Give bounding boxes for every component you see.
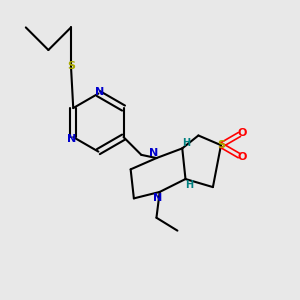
Text: O: O (237, 152, 247, 162)
Text: S: S (217, 140, 225, 150)
Text: N: N (148, 148, 158, 158)
Text: O: O (237, 128, 247, 138)
Text: H: H (182, 138, 190, 148)
Text: S: S (67, 61, 75, 71)
Text: N: N (67, 134, 76, 144)
Text: N: N (95, 87, 105, 97)
Text: N: N (153, 193, 163, 203)
Text: H: H (185, 180, 194, 190)
